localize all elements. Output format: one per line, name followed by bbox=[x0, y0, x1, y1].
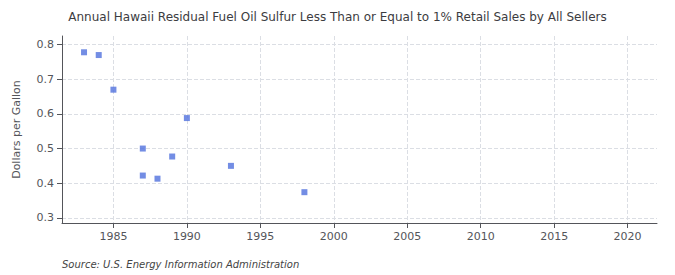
svg-text:1995: 1995 bbox=[246, 230, 274, 243]
svg-text:Dollars per Gallon: Dollars per Gallon bbox=[10, 80, 23, 179]
svg-text:Annual Hawaii Residual Fuel Oi: Annual Hawaii Residual Fuel Oil Sulfur L… bbox=[68, 10, 606, 24]
svg-text:0.8: 0.8 bbox=[37, 38, 55, 51]
svg-text:2010: 2010 bbox=[467, 230, 495, 243]
svg-text:1985: 1985 bbox=[99, 230, 127, 243]
svg-text:1990: 1990 bbox=[173, 230, 201, 243]
svg-text:2020: 2020 bbox=[614, 230, 642, 243]
svg-text:0.3: 0.3 bbox=[37, 211, 55, 224]
svg-text:0.7: 0.7 bbox=[37, 73, 55, 86]
svg-text:0.5: 0.5 bbox=[37, 142, 55, 155]
svg-text:2005: 2005 bbox=[393, 230, 421, 243]
svg-text:2015: 2015 bbox=[540, 230, 568, 243]
svg-text:2000: 2000 bbox=[320, 230, 348, 243]
svg-text:0.6: 0.6 bbox=[37, 107, 55, 120]
svg-text:0.4: 0.4 bbox=[37, 177, 55, 190]
svg-text:Source: U.S. Energy Informatio: Source: U.S. Energy Information Administ… bbox=[62, 259, 299, 270]
